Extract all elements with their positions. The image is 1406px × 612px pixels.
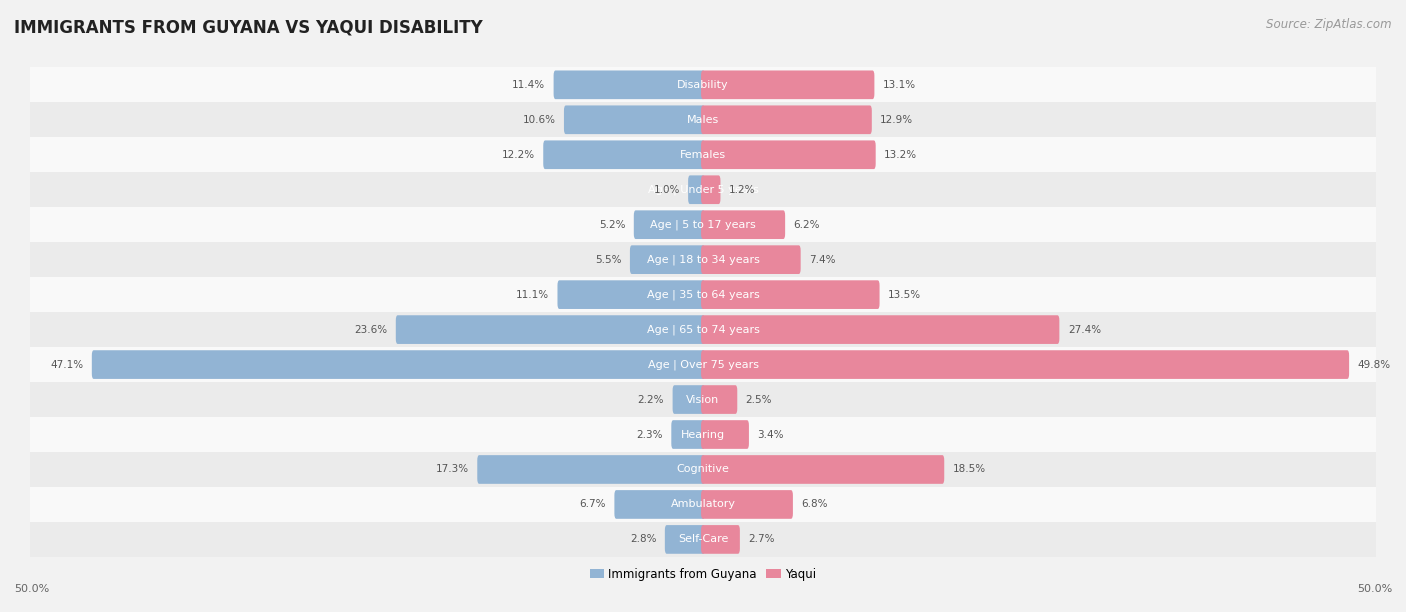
FancyBboxPatch shape xyxy=(702,280,880,309)
Text: 2.8%: 2.8% xyxy=(630,534,657,545)
Bar xyxy=(31,67,1375,102)
Bar xyxy=(31,417,1375,452)
FancyBboxPatch shape xyxy=(672,385,704,414)
Text: 2.2%: 2.2% xyxy=(638,395,664,405)
Bar xyxy=(31,137,1375,172)
Text: Age | Under 5 years: Age | Under 5 years xyxy=(648,184,758,195)
Text: Disability: Disability xyxy=(678,80,728,90)
Bar xyxy=(31,522,1375,557)
Text: 6.8%: 6.8% xyxy=(801,499,828,509)
Text: 2.5%: 2.5% xyxy=(745,395,772,405)
Legend: Immigrants from Guyana, Yaqui: Immigrants from Guyana, Yaqui xyxy=(585,563,821,585)
Text: 23.6%: 23.6% xyxy=(354,324,388,335)
Text: Age | 35 to 64 years: Age | 35 to 64 years xyxy=(647,289,759,300)
Text: 17.3%: 17.3% xyxy=(436,465,468,474)
FancyBboxPatch shape xyxy=(630,245,704,274)
FancyBboxPatch shape xyxy=(702,420,749,449)
Text: Age | 5 to 17 years: Age | 5 to 17 years xyxy=(650,220,756,230)
Text: 27.4%: 27.4% xyxy=(1067,324,1101,335)
Text: 2.3%: 2.3% xyxy=(637,430,662,439)
FancyBboxPatch shape xyxy=(702,490,793,519)
Text: Age | Over 75 years: Age | Over 75 years xyxy=(648,359,758,370)
Text: 13.2%: 13.2% xyxy=(884,150,917,160)
Text: 49.8%: 49.8% xyxy=(1358,360,1391,370)
FancyBboxPatch shape xyxy=(614,490,704,519)
Text: Hearing: Hearing xyxy=(681,430,725,439)
FancyBboxPatch shape xyxy=(554,70,704,99)
FancyBboxPatch shape xyxy=(396,315,704,344)
Text: 1.2%: 1.2% xyxy=(728,185,755,195)
Text: 11.1%: 11.1% xyxy=(516,289,550,300)
FancyBboxPatch shape xyxy=(702,105,872,134)
Text: 7.4%: 7.4% xyxy=(808,255,835,264)
Text: 10.6%: 10.6% xyxy=(523,115,555,125)
Text: 12.9%: 12.9% xyxy=(880,115,914,125)
Text: 50.0%: 50.0% xyxy=(14,584,49,594)
Text: Females: Females xyxy=(681,150,725,160)
FancyBboxPatch shape xyxy=(702,350,1350,379)
Bar xyxy=(31,102,1375,137)
Text: Males: Males xyxy=(688,115,718,125)
Text: Vision: Vision xyxy=(686,395,720,405)
FancyBboxPatch shape xyxy=(543,140,704,169)
FancyBboxPatch shape xyxy=(702,315,1059,344)
Bar xyxy=(31,172,1375,207)
FancyBboxPatch shape xyxy=(558,280,704,309)
Text: Cognitive: Cognitive xyxy=(676,465,730,474)
FancyBboxPatch shape xyxy=(564,105,704,134)
FancyBboxPatch shape xyxy=(702,525,740,554)
Bar xyxy=(31,452,1375,487)
Text: 5.2%: 5.2% xyxy=(599,220,626,230)
FancyBboxPatch shape xyxy=(665,525,704,554)
Text: Ambulatory: Ambulatory xyxy=(671,499,735,509)
FancyBboxPatch shape xyxy=(634,211,704,239)
FancyBboxPatch shape xyxy=(477,455,704,484)
FancyBboxPatch shape xyxy=(671,420,704,449)
Text: 12.2%: 12.2% xyxy=(502,150,534,160)
Text: 5.5%: 5.5% xyxy=(595,255,621,264)
FancyBboxPatch shape xyxy=(702,211,785,239)
Text: Age | 18 to 34 years: Age | 18 to 34 years xyxy=(647,255,759,265)
FancyBboxPatch shape xyxy=(702,70,875,99)
Text: IMMIGRANTS FROM GUYANA VS YAQUI DISABILITY: IMMIGRANTS FROM GUYANA VS YAQUI DISABILI… xyxy=(14,18,482,36)
Text: 3.4%: 3.4% xyxy=(758,430,783,439)
Text: 13.1%: 13.1% xyxy=(883,80,915,90)
Bar xyxy=(31,347,1375,382)
FancyBboxPatch shape xyxy=(702,176,720,204)
FancyBboxPatch shape xyxy=(702,140,876,169)
FancyBboxPatch shape xyxy=(702,455,945,484)
Text: 47.1%: 47.1% xyxy=(51,360,83,370)
Text: Source: ZipAtlas.com: Source: ZipAtlas.com xyxy=(1267,18,1392,31)
Text: 18.5%: 18.5% xyxy=(953,465,986,474)
Bar xyxy=(31,382,1375,417)
Text: 6.2%: 6.2% xyxy=(793,220,820,230)
Bar xyxy=(31,487,1375,522)
Text: Age | 65 to 74 years: Age | 65 to 74 years xyxy=(647,324,759,335)
Bar xyxy=(31,312,1375,347)
Text: 6.7%: 6.7% xyxy=(579,499,606,509)
Text: 2.7%: 2.7% xyxy=(748,534,775,545)
FancyBboxPatch shape xyxy=(702,245,800,274)
FancyBboxPatch shape xyxy=(702,385,737,414)
Text: Self-Care: Self-Care xyxy=(678,534,728,545)
Text: 11.4%: 11.4% xyxy=(512,80,546,90)
Bar xyxy=(31,242,1375,277)
FancyBboxPatch shape xyxy=(91,350,704,379)
FancyBboxPatch shape xyxy=(688,176,704,204)
Bar xyxy=(31,207,1375,242)
Text: 50.0%: 50.0% xyxy=(1357,584,1392,594)
Text: 13.5%: 13.5% xyxy=(889,289,921,300)
Bar xyxy=(31,277,1375,312)
Text: 1.0%: 1.0% xyxy=(654,185,679,195)
